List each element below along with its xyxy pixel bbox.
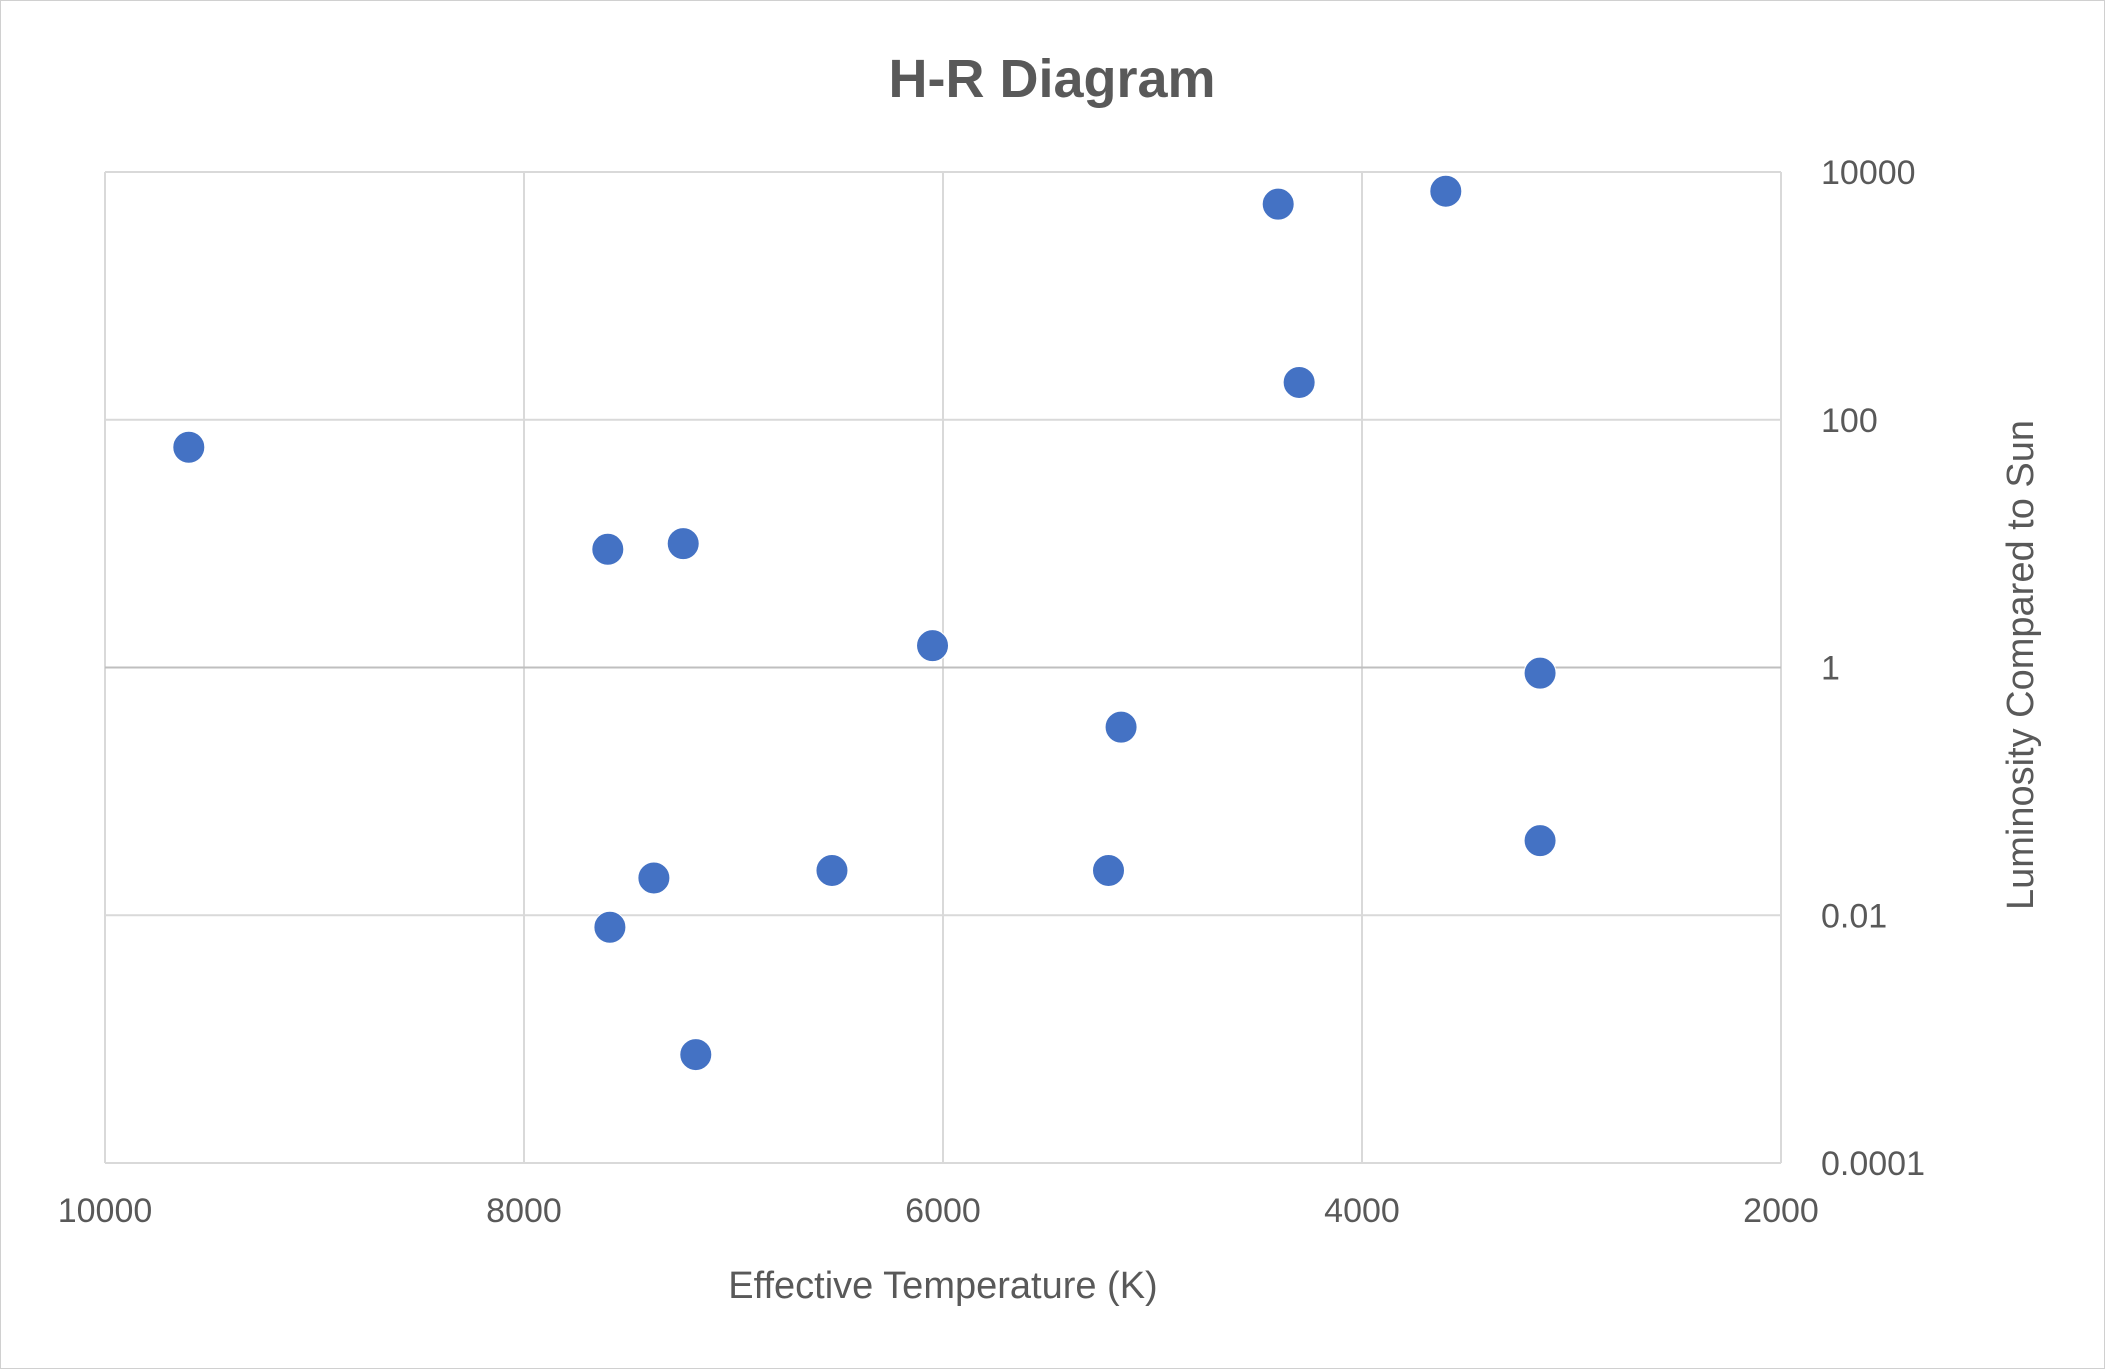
data-point [1282,365,1316,399]
y-axis-label: Luminosity Compared to Sun [2000,420,2042,910]
data-point [666,527,700,561]
data-point [593,910,627,944]
data-points [172,174,1557,1072]
x-tick-label: 8000 [486,1192,562,1230]
data-point [1523,656,1557,690]
data-point [1092,853,1126,887]
data-point [1429,174,1463,208]
x-tick-label: 4000 [1324,1192,1400,1230]
data-point [1104,710,1138,744]
data-point [172,430,206,464]
gridlines [104,171,1782,1164]
x-tick-label: 10000 [58,1192,153,1230]
x-tick-label: 6000 [905,1192,981,1230]
x-axis-label: Effective Temperature (K) [728,1265,1157,1307]
chart-title: H-R Diagram [888,49,1215,109]
data-point [679,1038,713,1072]
data-point [637,861,671,895]
data-point [1523,824,1557,858]
y-tick-label: 1 [1821,650,1840,688]
x-tick-label: 2000 [1743,1192,1819,1230]
data-point [916,629,950,663]
tick-labels: 10000 8000 6000 4000 2000 10000 100 1 0.01 0.0001 [58,154,1925,1230]
data-point [815,853,849,887]
y-tick-label: 100 [1821,402,1878,440]
data-point [591,532,625,566]
data-point [1261,187,1295,221]
y-tick-label: 0.01 [1821,897,1887,935]
y-tick-label: 10000 [1821,154,1916,192]
y-tick-label: 0.0001 [1821,1145,1925,1183]
